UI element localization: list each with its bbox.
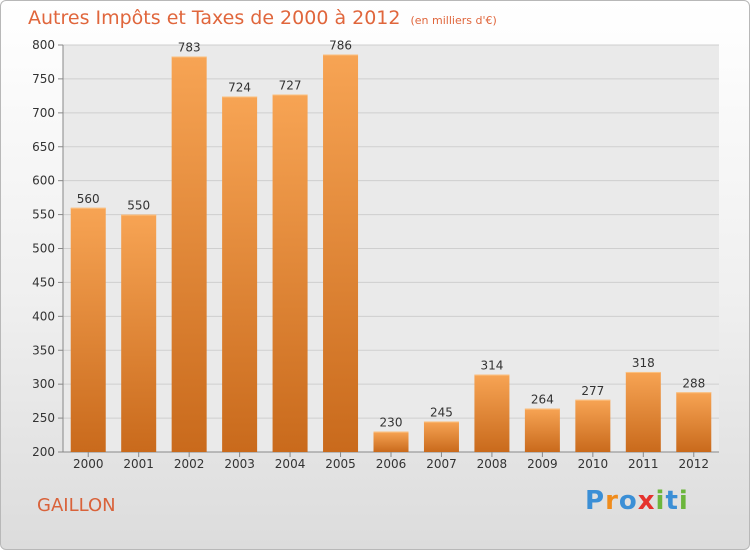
logo-letter: x [637,486,656,516]
bar-2001 [121,214,157,452]
data-label-2007: 245 [430,405,453,419]
y-tick-label: 550 [32,208,55,222]
logo-letter: r [605,486,619,516]
bar-2004 [272,94,308,452]
x-tick-label-2009: 2009 [527,457,558,471]
bar-2007 [423,421,459,452]
data-label-2006: 230 [380,416,403,430]
x-tick-label-2003: 2003 [224,457,255,471]
x-tick-label-2002: 2002 [174,457,205,471]
x-tick-label-2010: 2010 [578,457,609,471]
data-label-2009: 264 [531,393,554,407]
x-tick-label-2001: 2001 [123,457,154,471]
x-tick-label-2012: 2012 [678,457,709,471]
bar-2011 [625,371,661,452]
x-tick-label-2004: 2004 [275,457,306,471]
y-tick-label: 750 [32,72,55,86]
data-label-2011: 318 [632,356,655,370]
logo-letter: P [585,486,606,516]
y-tick-label: 350 [32,343,55,357]
data-label-2001: 550 [127,199,150,213]
y-tick-label: 400 [32,309,55,323]
y-tick-label: 650 [32,140,55,154]
bar-2000 [70,207,106,452]
data-label-2005: 786 [329,38,352,52]
y-tick-label: 600 [32,174,55,188]
data-label-2002: 783 [178,41,201,55]
y-tick-label: 250 [32,411,55,425]
x-tick-label-2007: 2007 [426,457,457,471]
data-label-2004: 727 [279,79,302,93]
data-label-2000: 560 [77,192,100,206]
data-label-2012: 288 [682,376,705,390]
bar-2002 [171,56,207,452]
logo-letter: t [665,486,679,516]
bar-2010 [575,399,611,452]
y-tick-label: 450 [32,275,55,289]
x-tick-label-2011: 2011 [628,457,659,471]
logo-letter: i [655,486,666,516]
x-tick-label-2005: 2005 [325,457,356,471]
y-tick-label: 800 [32,38,55,52]
bar-2006 [373,431,409,452]
logo-letter: o [618,486,638,516]
y-tick-label: 700 [32,106,55,120]
bar-2003 [222,96,258,452]
chart-title-main: Autres Impôts et Taxes de 2000 à 2012 [28,7,401,29]
bar-2005 [323,54,359,452]
x-tick-label-2006: 2006 [376,457,407,471]
bar-2009 [524,408,560,452]
data-label-2010: 277 [581,384,604,398]
x-tick-label-2000: 2000 [73,457,104,471]
place-name: GAILLON [37,495,116,516]
chart-subtitle: (en milliers d'€) [410,14,497,27]
proxiti-logo: Proxiti [585,486,689,516]
bar-2012 [676,392,712,452]
bar-2008 [474,374,510,452]
chart-title: Autres Impôts et Taxes de 2000 à 2012 (en… [28,7,497,29]
x-tick-label-2008: 2008 [477,457,508,471]
y-tick-label: 200 [32,445,55,459]
data-label-2008: 314 [480,359,503,373]
y-tick-label: 300 [32,377,55,391]
data-label-2003: 724 [228,81,251,95]
logo-letter: i [678,486,689,516]
y-tick-label: 500 [32,242,55,256]
